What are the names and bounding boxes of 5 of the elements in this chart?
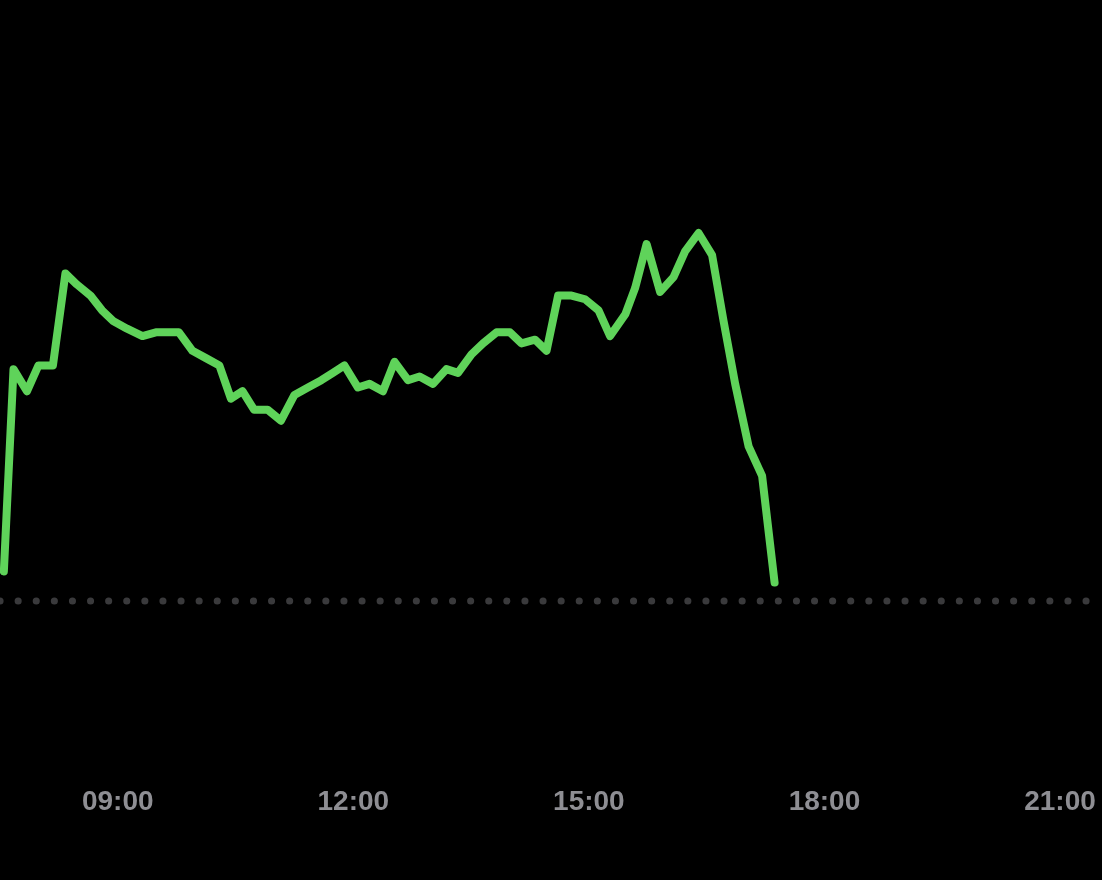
x-tick-label: 15:00 (553, 785, 625, 816)
x-tick-label: 18:00 (788, 785, 861, 816)
x-tick-label: 12:00 (317, 785, 390, 816)
x-tick-label: 21:00 (1024, 785, 1096, 816)
x-tick-label: 09:00 (81, 785, 154, 816)
